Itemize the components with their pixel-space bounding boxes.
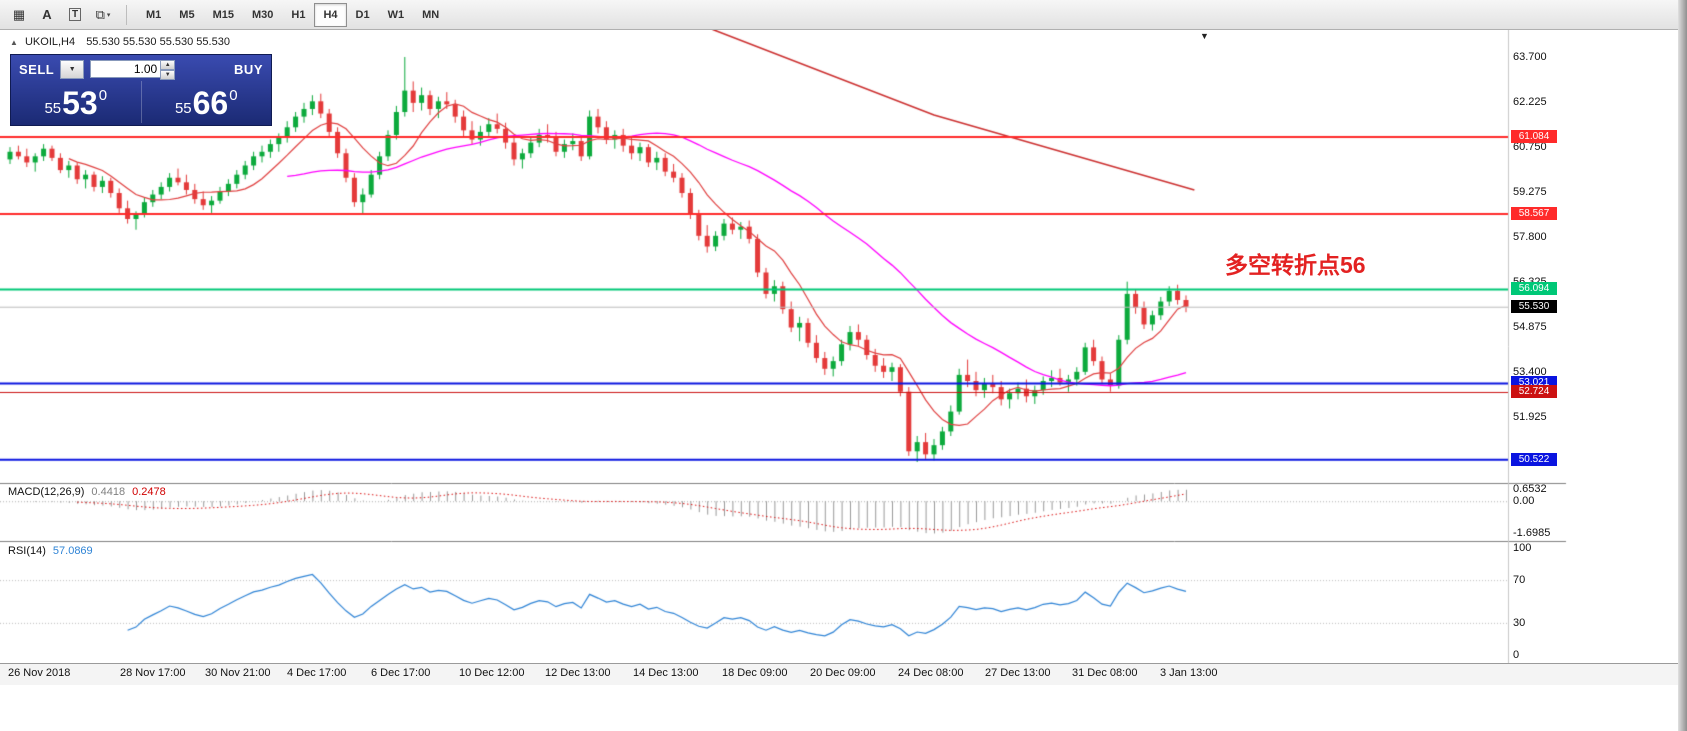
- timeframe-button-W1[interactable]: W1: [387, 8, 405, 21]
- toolbar-separator: [126, 4, 127, 25]
- toolbar: ▦ A T ⧉ ▾ M1 M5 M15 M30 H1 H4 D1 W1 MN: [0, 0, 1687, 30]
- time-axis-label: 12 Dec 13:00: [545, 667, 611, 679]
- price-axis-label: 63.700: [1513, 51, 1547, 63]
- price-axis-label: 53.400: [1513, 365, 1547, 378]
- price-level-tag: 50.522: [1511, 452, 1557, 466]
- time-axis-label: 27 Dec 13:00: [985, 667, 1051, 679]
- price-chart-canvas[interactable]: [0, 30, 1687, 663]
- text-label-icon: T: [68, 8, 82, 21]
- chart-shift-marker-icon: ▼: [1200, 31, 1209, 41]
- time-axis-label: 20 Dec 09:00: [810, 667, 876, 679]
- sell-price-big: 53: [62, 85, 98, 121]
- macd-axis-label: 0.00: [1513, 495, 1535, 508]
- volume-up-button[interactable]: ▲: [160, 60, 176, 70]
- current-price-tag: 55.530: [1511, 299, 1557, 313]
- time-axis-label: 31 Dec 08:00: [1072, 667, 1138, 679]
- price-axis-label: 54.875: [1513, 320, 1547, 333]
- rsi-value: 57.0869: [52, 545, 93, 557]
- price-level-tag: 56.094: [1511, 282, 1557, 296]
- sell-price-prefix: 55: [44, 100, 62, 117]
- macd-signal-value: 0.2478: [132, 486, 166, 498]
- timeframe-button-M1[interactable]: M1: [146, 8, 162, 21]
- volume-input[interactable]: [90, 60, 161, 78]
- window-right-edge: [1678, 0, 1687, 731]
- buy-button[interactable]: 55 66 0: [142, 81, 272, 123]
- timeframe-button-M30[interactable]: M30: [251, 8, 274, 21]
- ohlc-values: 55.530 55.530 55.530 55.530: [86, 36, 230, 48]
- objects-list-button[interactable]: ⧉ ▾: [90, 3, 116, 27]
- grid-icon: ▦: [12, 6, 26, 22]
- chevron-down-icon: ▾: [106, 11, 111, 19]
- price-axis-label: 59.275: [1513, 186, 1547, 199]
- time-axis-label: 4 Dec 17:00: [287, 667, 347, 679]
- price-level-tag: 52.724: [1511, 385, 1557, 399]
- annotation-text: 多空转折点56: [1225, 252, 1366, 278]
- rsi-axis-label: 0: [1513, 649, 1520, 661]
- text-a-icon: A: [42, 7, 52, 22]
- trade-panel-top-row: SELL ▼ ▲ ▼ BUY: [11, 55, 271, 80]
- volume-down-button[interactable]: ▼: [160, 70, 176, 80]
- time-axis-label: 14 Dec 13:00: [633, 667, 699, 679]
- price-axis-label: 62.225: [1513, 96, 1547, 109]
- trade-panel-prices: 55 53 0 55 66 0: [11, 81, 271, 123]
- price-level-tag: 61.084: [1511, 129, 1557, 143]
- symbol-label: UKOIL,H4: [24, 36, 76, 48]
- time-axis-label: 6 Dec 17:00: [371, 667, 431, 679]
- sell-label: SELL: [19, 61, 55, 77]
- timeframe-button-M15[interactable]: M15: [212, 8, 234, 21]
- price-level-tag: 58.567: [1511, 206, 1557, 220]
- price-axis-label: 60.750: [1513, 141, 1547, 154]
- buy-price-prefix: 55: [174, 100, 192, 117]
- price-axis-label: 51.925: [1513, 410, 1547, 423]
- macd-main-value: 0.4418: [91, 486, 126, 498]
- volume-stepper: ▲ ▼: [90, 60, 176, 80]
- time-axis: 26 Nov 2018 28 Nov 17:00 30 Nov 21:00 4 Dec…: [0, 663, 1687, 685]
- macd-axis-label: 0.6532: [1513, 483, 1547, 495]
- text-label-button[interactable]: T: [62, 3, 88, 27]
- rsi-title: RSI(14): [8, 545, 46, 557]
- chart-ohlc-header: ▲ UKOIL,H4 55.530 55.530 55.530 55.530: [10, 36, 230, 48]
- text-annotation-button[interactable]: A: [34, 3, 60, 27]
- timeframe-button-MN[interactable]: MN: [422, 8, 440, 21]
- sell-options-dropdown[interactable]: ▼: [60, 59, 85, 79]
- sell-button[interactable]: 55 53 0: [11, 81, 142, 123]
- objects-icon: ⧉: [95, 6, 105, 22]
- time-axis-label: 28 Nov 17:00: [120, 667, 186, 679]
- time-axis-label: 18 Dec 09:00: [722, 667, 788, 679]
- timeframe-button-H4[interactable]: H4: [314, 2, 347, 27]
- time-axis-label: 3 Jan 13:00: [1160, 667, 1218, 679]
- time-axis-label: 10 Dec 12:00: [459, 667, 525, 679]
- grid-icon-button[interactable]: ▦: [6, 3, 32, 27]
- rsi-axis-label: 30: [1513, 616, 1526, 629]
- time-axis-label: 24 Dec 08:00: [898, 667, 964, 679]
- macd-indicator-label: MACD(12,26,9) 0.4418 0.2478: [8, 486, 166, 498]
- price-axis-label: 57.800: [1513, 231, 1547, 244]
- macd-title: MACD(12,26,9): [8, 486, 85, 498]
- rsi-indicator-label: RSI(14) 57.0869: [8, 545, 93, 557]
- timeframe-button-H1[interactable]: H1: [291, 8, 306, 21]
- timeframe-button-D1[interactable]: D1: [355, 8, 370, 21]
- panel-collapse-icon[interactable]: ▲: [10, 38, 18, 47]
- time-axis-label: 30 Nov 21:00: [205, 667, 271, 679]
- rsi-axis-label: 100: [1513, 542, 1532, 554]
- time-axis-label: 26 Nov 2018: [8, 667, 71, 679]
- rsi-axis-label: 70: [1513, 574, 1526, 587]
- timeframe-toolbar: M1 M5 M15 M30 H1 H4 D1 W1 MN: [137, 2, 448, 27]
- macd-axis-label: -1.6985: [1513, 527, 1551, 539]
- chevron-down-icon: ▼: [68, 65, 76, 73]
- buy-price-pip: 0: [229, 87, 238, 104]
- buy-price-big: 66: [192, 85, 229, 121]
- buy-label: BUY: [234, 61, 263, 77]
- timeframe-button-M5[interactable]: M5: [179, 8, 195, 21]
- sell-price-pip: 0: [98, 87, 108, 104]
